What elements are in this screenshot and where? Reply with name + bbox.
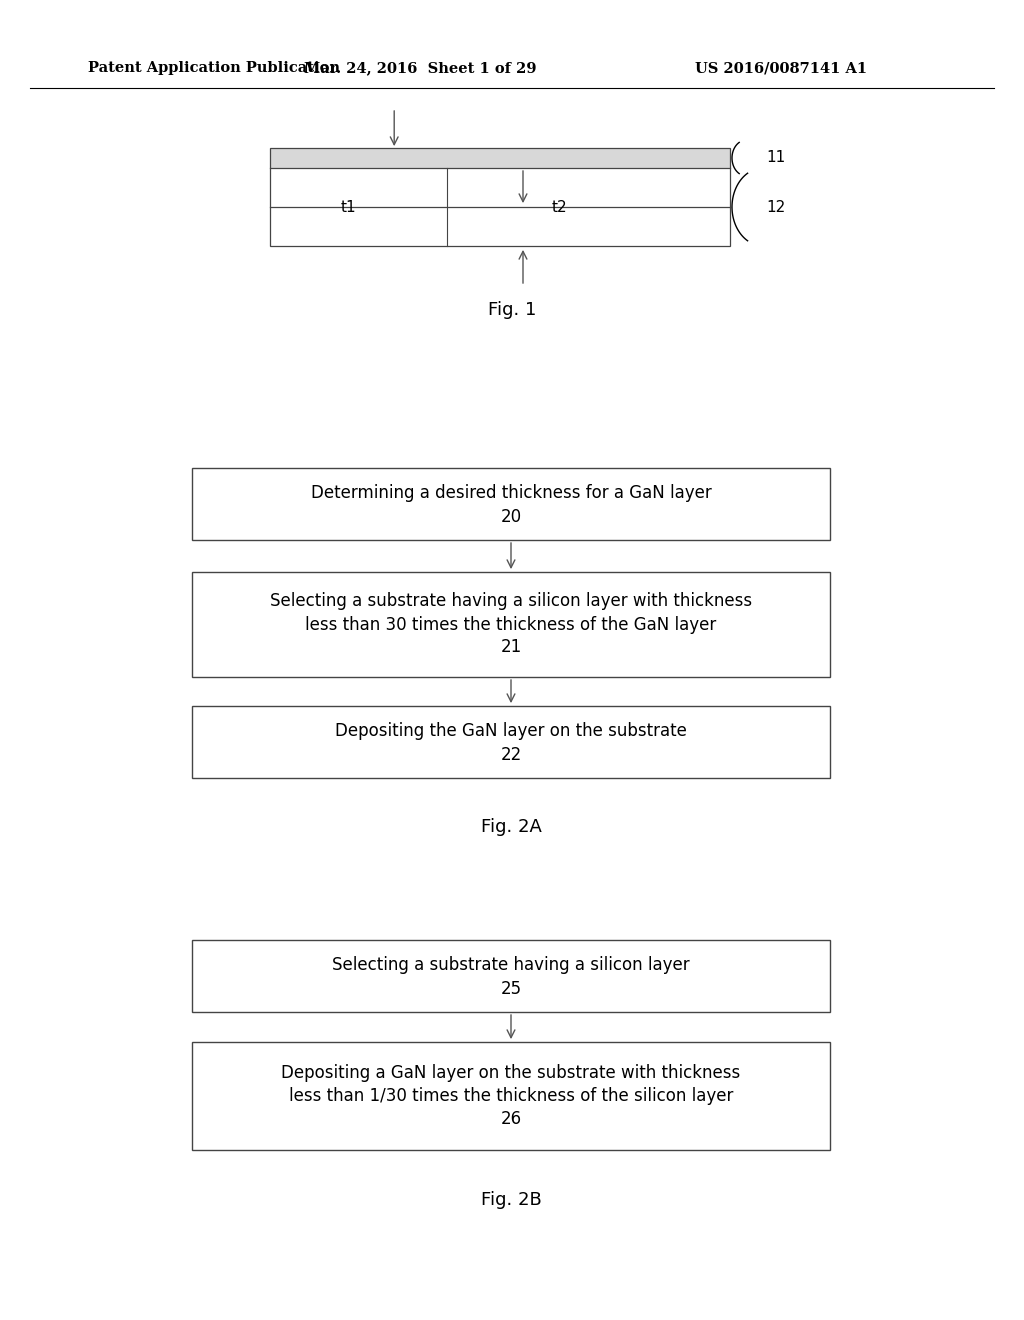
Text: less than 1/30 times the thickness of the silicon layer: less than 1/30 times the thickness of th… [289, 1086, 733, 1105]
Text: less than 30 times the thickness of the GaN layer: less than 30 times the thickness of the … [305, 615, 717, 634]
Text: 20: 20 [501, 508, 521, 525]
Text: Patent Application Publication: Patent Application Publication [88, 61, 340, 75]
Text: Fig. 2A: Fig. 2A [480, 818, 542, 836]
Bar [193, 706, 830, 777]
Bar [193, 469, 830, 540]
Text: Fig. 2B: Fig. 2B [480, 1191, 542, 1209]
Text: Selecting a substrate having a silicon layer with thickness: Selecting a substrate having a silicon l… [270, 593, 752, 610]
Text: 21: 21 [501, 639, 521, 656]
Text: Depositing a GaN layer on the substrate with thickness: Depositing a GaN layer on the substrate … [282, 1064, 740, 1082]
Text: Determining a desired thickness for a GaN layer: Determining a desired thickness for a Ga… [310, 484, 712, 502]
Bar [270, 148, 730, 246]
Text: t1: t1 [340, 199, 356, 214]
Text: Selecting a substrate having a silicon layer: Selecting a substrate having a silicon l… [332, 956, 690, 974]
Bar [270, 148, 730, 168]
Text: Depositing the GaN layer on the substrate: Depositing the GaN layer on the substrat… [335, 722, 687, 741]
Text: 11: 11 [766, 150, 785, 165]
Bar [193, 572, 830, 677]
Text: t2: t2 [552, 199, 567, 214]
Text: US 2016/0087141 A1: US 2016/0087141 A1 [695, 61, 867, 75]
Text: 26: 26 [501, 1110, 521, 1129]
Text: 12: 12 [766, 199, 785, 214]
Bar [193, 940, 830, 1012]
Text: 25: 25 [501, 979, 521, 998]
Bar [193, 1041, 830, 1150]
Text: 22: 22 [501, 746, 521, 764]
Text: Fig. 1: Fig. 1 [487, 301, 537, 319]
Text: Mar. 24, 2016  Sheet 1 of 29: Mar. 24, 2016 Sheet 1 of 29 [304, 61, 537, 75]
